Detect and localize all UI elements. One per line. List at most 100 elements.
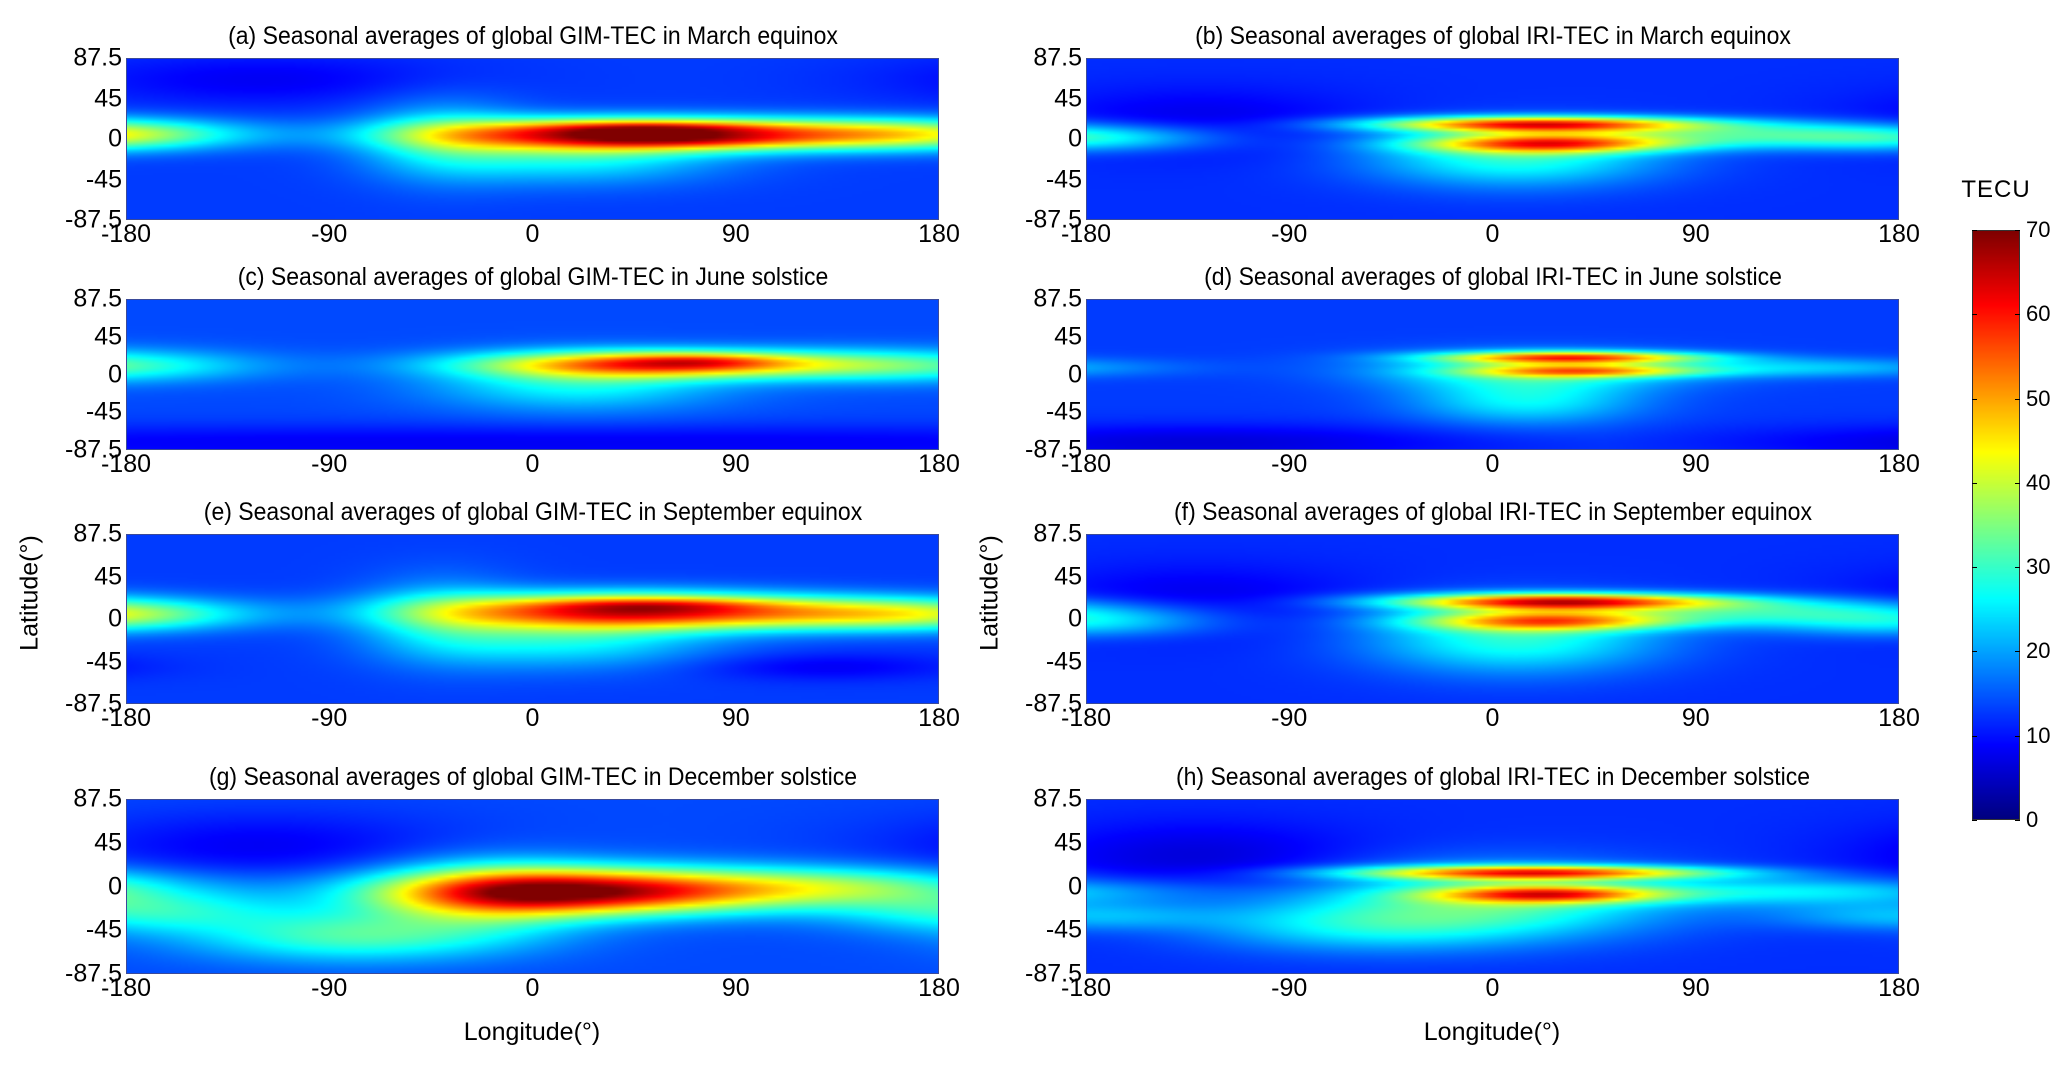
panel-title: (e) Seasonal averages of global GIM-TEC …: [203, 498, 862, 526]
colorbar-tick-mark: [1972, 567, 1977, 569]
x-tick-label: -180: [1060, 220, 1112, 248]
x-tick-label: 90: [1681, 974, 1710, 1002]
y-tick-label: 87.5: [73, 784, 122, 813]
y-tick-label: 0: [108, 872, 122, 900]
colorbar-tick-mark: [2015, 482, 2020, 484]
y-tick-label: -87.5: [65, 435, 122, 464]
y-tick-label: 45: [1054, 828, 1082, 857]
x-tick-label: -180: [100, 450, 152, 478]
heatmap-d: [1086, 299, 1899, 450]
x-tick-label: 180: [918, 450, 960, 478]
x-tick-label: -90: [311, 704, 348, 732]
x-tick-label: -180: [100, 220, 152, 248]
y-tick-label: 87.5: [73, 284, 122, 313]
heatmap-cells: [127, 59, 938, 219]
colorbar-tick-label: 20: [2026, 638, 2051, 664]
y-tick-label: 0: [108, 604, 122, 633]
colorbar: [1972, 230, 2020, 820]
x-tick-label: 90: [1681, 220, 1710, 248]
y-tick-label: 45: [94, 322, 122, 351]
x-tick-label: 180: [1878, 220, 1920, 248]
heatmap-cells: [1087, 535, 1898, 703]
panel-title: (d) Seasonal averages of global IRI-TEC …: [1203, 263, 1782, 291]
y-tick-label: -87.5: [65, 205, 122, 234]
y-tick-label: -87.5: [1025, 689, 1082, 718]
y-tick-label: -45: [1045, 165, 1082, 193]
colorbar-tick-mark: [1972, 398, 1977, 400]
y-tick-label: -45: [1045, 397, 1082, 426]
heatmap-g: [126, 799, 939, 974]
x-tick-label: 180: [1878, 704, 1920, 732]
x-tick-label: 90: [721, 704, 750, 732]
y-tick-label: -45: [85, 397, 122, 426]
y-tick-label: -87.5: [1025, 959, 1082, 988]
y-tick-label: 87.5: [73, 519, 122, 548]
x-tick-label: 0: [525, 704, 540, 732]
y-tick-label: 45: [94, 828, 122, 857]
colorbar-tick-mark: [2015, 735, 2020, 737]
colorbar-tick-label: 0: [2026, 807, 2039, 832]
x-tick-label: 0: [525, 450, 540, 478]
x-tick-label: 180: [1878, 974, 1920, 1002]
x-tick-label: 180: [918, 974, 960, 1002]
colorbar-tick-mark: [2015, 314, 2020, 316]
x-tick-label: 180: [918, 704, 960, 732]
y-tick-label: 0: [1068, 604, 1082, 633]
x-tick-label: -90: [311, 220, 348, 248]
x-tick-label: 0: [1485, 220, 1500, 248]
x-tick-label: -90: [1271, 974, 1308, 1002]
colorbar-tick-label: 50: [2026, 385, 2051, 411]
y-tick-label: 0: [1068, 872, 1082, 900]
colorbar-tick-mark: [1972, 651, 1977, 653]
panel-title: (b) Seasonal averages of global IRI-TEC …: [1194, 22, 1791, 50]
x-tick-label: -90: [311, 450, 348, 478]
heatmap-cells: [127, 800, 938, 973]
y-tick-label: -45: [85, 647, 122, 675]
heatmap-cells: [127, 300, 938, 449]
x-tick-label: 0: [1485, 704, 1500, 732]
y-tick-label: -45: [1045, 647, 1082, 675]
colorbar-tick-mark: [1972, 482, 1977, 484]
x-tick-label: -90: [1271, 704, 1308, 732]
colorbar-tick-mark: [1972, 735, 1977, 737]
heatmap-cells: [1087, 800, 1898, 973]
x-tick-label: -90: [311, 974, 348, 1002]
x-tick-label: -180: [1060, 704, 1112, 732]
y-tick-label: 45: [1054, 562, 1082, 590]
y-tick-label: 87.5: [1033, 784, 1082, 813]
x-axis-label: Longitude(°): [463, 1018, 601, 1046]
y-tick-label: 45: [94, 84, 122, 112]
y-tick-label: 0: [1068, 124, 1082, 153]
colorbar-tick-label: 60: [2026, 301, 2051, 327]
x-tick-label: 0: [525, 974, 540, 1002]
panel-title: (f) Seasonal averages of global IRI-TEC …: [1173, 498, 1812, 526]
y-tick-label: 45: [1054, 322, 1082, 351]
heatmap-cells: [127, 535, 938, 703]
colorbar-gradient: [1973, 231, 2019, 819]
heatmap-cells: [1087, 59, 1898, 219]
x-tick-label: -180: [100, 704, 152, 732]
colorbar-tick-label: 40: [2026, 469, 2051, 495]
colorbar-tick-mark: [2015, 820, 2020, 821]
colorbar-tick-mark: [2015, 651, 2020, 653]
colorbar-tick-mark: [2015, 230, 2020, 231]
y-tick-label: -87.5: [65, 689, 122, 718]
y-tick-label: -45: [85, 165, 122, 193]
heatmap-f: [1086, 534, 1899, 704]
y-tick-label: -45: [1045, 915, 1082, 944]
x-tick-label: 90: [721, 450, 750, 478]
x-tick-label: 90: [1681, 704, 1710, 732]
x-tick-label: 90: [1681, 450, 1710, 478]
heatmap-e: [126, 534, 939, 704]
colorbar-tick-mark: [1972, 820, 1977, 821]
colorbar-tick-mark: [2015, 567, 2020, 569]
x-axis-label: Longitude(°): [1423, 1018, 1561, 1046]
x-tick-label: -180: [1060, 974, 1112, 1002]
y-tick-label: 0: [108, 360, 122, 388]
panel-title: (a) Seasonal averages of global GIM-TEC …: [227, 22, 838, 50]
x-tick-label: 180: [1878, 450, 1920, 478]
y-tick-label: 87.5: [1033, 519, 1082, 548]
x-tick-label: 0: [1485, 974, 1500, 1002]
x-tick-label: -180: [1060, 450, 1112, 478]
y-tick-label: 45: [1054, 84, 1082, 112]
